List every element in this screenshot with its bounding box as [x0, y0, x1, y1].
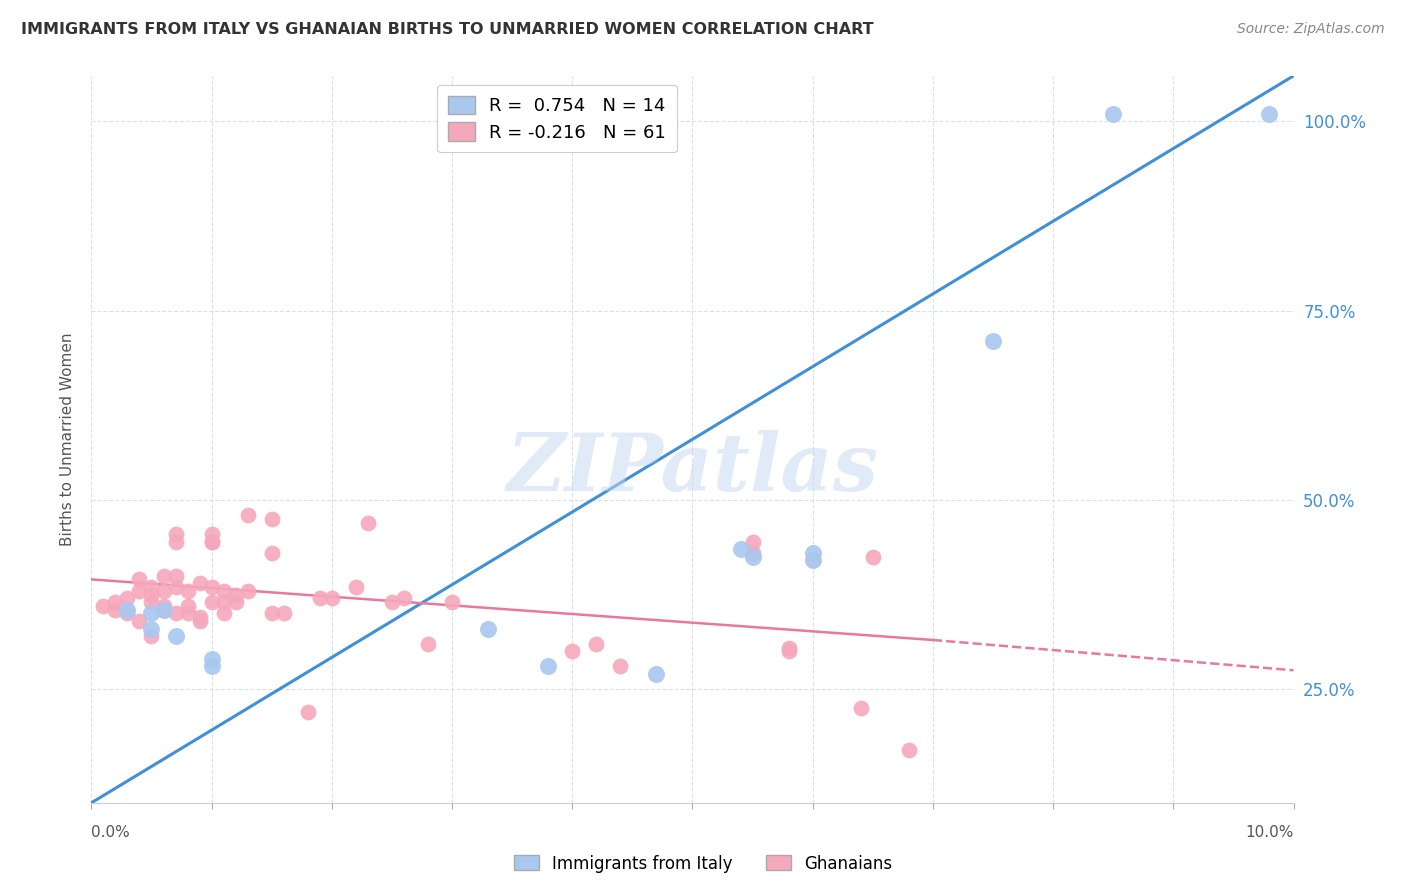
Point: [801, 553, 824, 567]
Point: [201, 534, 224, 549]
Point: [152, 568, 174, 582]
Point: [117, 603, 139, 617]
Point: [176, 607, 198, 621]
Text: 10.0%: 10.0%: [1246, 825, 1294, 840]
Point: [1258, 106, 1281, 120]
Point: [117, 591, 139, 606]
Point: [128, 614, 150, 628]
Point: [104, 603, 127, 617]
Point: [1102, 106, 1125, 120]
Legend: Immigrants from Italy, Ghanaians: Immigrants from Italy, Ghanaians: [508, 848, 898, 880]
Point: [236, 583, 259, 598]
Point: [273, 607, 295, 621]
Point: [212, 583, 235, 598]
Point: [778, 640, 800, 655]
Point: [849, 701, 872, 715]
Point: [416, 637, 439, 651]
Point: [225, 588, 247, 602]
Point: [165, 568, 187, 582]
Point: [176, 599, 198, 613]
Point: [165, 580, 187, 594]
Point: [308, 591, 330, 606]
Text: 0.0%: 0.0%: [91, 825, 131, 840]
Point: [141, 622, 163, 636]
Point: [141, 580, 163, 594]
Point: [104, 595, 127, 609]
Point: [801, 553, 824, 567]
Point: [741, 549, 763, 564]
Point: [344, 580, 367, 594]
Point: [477, 622, 499, 636]
Point: [321, 591, 343, 606]
Point: [441, 595, 464, 609]
Point: [165, 527, 187, 541]
Point: [897, 743, 920, 757]
Point: [212, 595, 235, 609]
Point: [236, 508, 259, 522]
Point: [188, 610, 211, 624]
Point: [801, 546, 824, 560]
Point: [730, 542, 752, 557]
Point: [212, 607, 235, 621]
Point: [946, 811, 969, 825]
Point: [188, 614, 211, 628]
Point: [152, 603, 174, 617]
Point: [152, 603, 174, 617]
Point: [778, 644, 800, 658]
Point: [260, 546, 283, 560]
Point: [561, 644, 583, 658]
Point: [165, 534, 187, 549]
Point: [141, 607, 163, 621]
Y-axis label: Births to Unmarried Women: Births to Unmarried Women: [60, 333, 76, 546]
Point: [862, 549, 884, 564]
Legend: R =  0.754   N = 14, R = -0.216   N = 61: R = 0.754 N = 14, R = -0.216 N = 61: [437, 85, 676, 153]
Point: [201, 659, 224, 673]
Point: [128, 583, 150, 598]
Point: [141, 595, 163, 609]
Point: [201, 527, 224, 541]
Point: [537, 659, 560, 673]
Point: [141, 629, 163, 643]
Point: [225, 595, 247, 609]
Text: ZIPatlas: ZIPatlas: [506, 430, 879, 508]
Point: [201, 595, 224, 609]
Point: [165, 607, 187, 621]
Point: [260, 512, 283, 526]
Point: [392, 591, 415, 606]
Point: [260, 607, 283, 621]
Point: [117, 607, 139, 621]
Point: [645, 667, 668, 681]
Text: Source: ZipAtlas.com: Source: ZipAtlas.com: [1237, 22, 1385, 37]
Point: [297, 705, 319, 719]
Point: [981, 334, 1004, 348]
Point: [201, 652, 224, 666]
Point: [141, 588, 163, 602]
Point: [585, 637, 607, 651]
Point: [165, 629, 187, 643]
Point: [152, 599, 174, 613]
Point: [609, 659, 631, 673]
Point: [93, 599, 115, 613]
Text: IMMIGRANTS FROM ITALY VS GHANAIAN BIRTHS TO UNMARRIED WOMEN CORRELATION CHART: IMMIGRANTS FROM ITALY VS GHANAIAN BIRTHS…: [21, 22, 873, 37]
Point: [188, 576, 211, 591]
Point: [381, 595, 404, 609]
Point: [152, 583, 174, 598]
Point: [201, 580, 224, 594]
Point: [176, 583, 198, 598]
Point: [128, 573, 150, 587]
Point: [201, 534, 224, 549]
Point: [357, 516, 380, 530]
Point: [741, 546, 763, 560]
Point: [741, 534, 763, 549]
